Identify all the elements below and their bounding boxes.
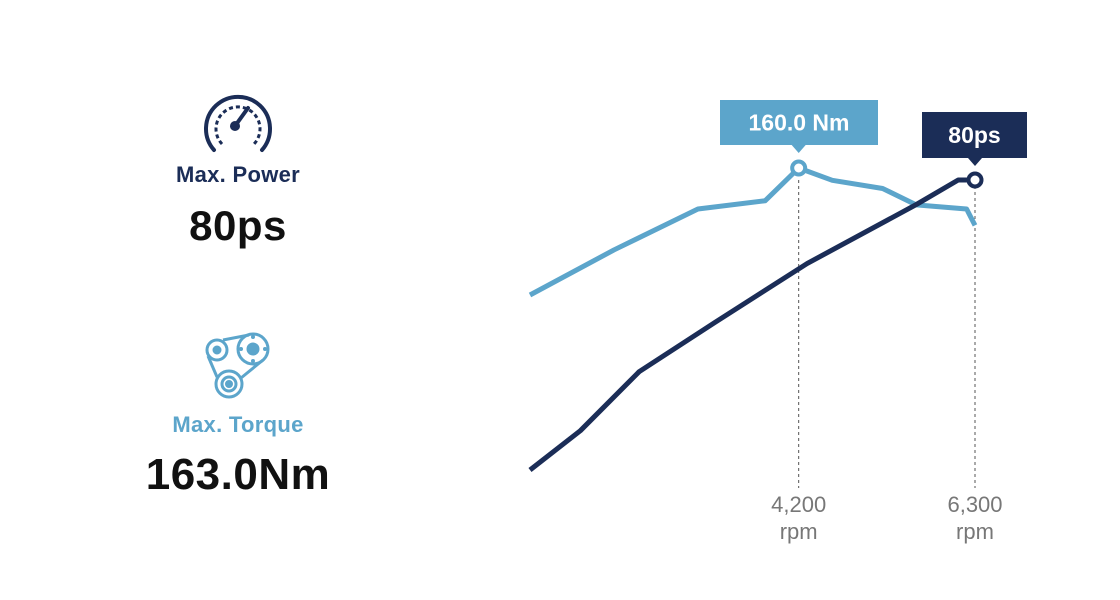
x-tick-unit: rpm xyxy=(956,519,994,544)
max-torque-stat: Max. Torque 163.0Nm xyxy=(88,332,388,500)
x-tick-label: 4,200 xyxy=(771,492,826,517)
max-power-label: Max. Power xyxy=(175,162,301,187)
x-tick-unit: rpm xyxy=(780,519,818,544)
power-callout-label: 80ps xyxy=(948,122,1000,148)
power-line xyxy=(528,177,975,472)
torque-callout-box xyxy=(720,100,878,145)
max-torque-value: 163.0Nm xyxy=(145,450,331,499)
power-callout-pointer xyxy=(968,158,982,166)
belt-pulley-icon xyxy=(205,332,270,399)
x-tick-label: 6,300 xyxy=(947,492,1002,517)
power-peak-marker xyxy=(966,171,984,189)
torque-callout-label: 160.0 Nm xyxy=(748,110,849,136)
torque-callout-pointer xyxy=(791,145,806,153)
power-callout-box xyxy=(922,112,1027,158)
torque-peak-marker xyxy=(790,159,808,177)
speedometer-icon xyxy=(204,94,272,152)
max-power-stat: Max. Power 80ps xyxy=(88,88,388,250)
max-power-value: 80ps xyxy=(189,202,287,249)
max-torque-label: Max. Torque xyxy=(172,412,304,437)
torque-line xyxy=(528,165,978,298)
